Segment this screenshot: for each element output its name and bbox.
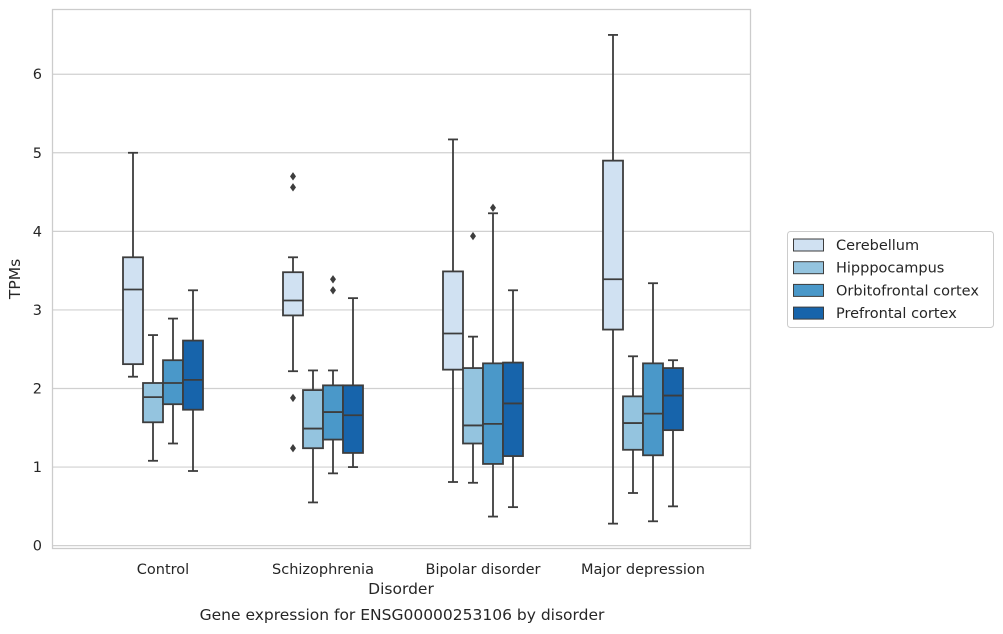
x-tick-label: Control [137, 562, 189, 578]
plot-marks [122, 34, 684, 525]
x-tick-label: Schizophrenia [272, 562, 374, 578]
x-axis-label: Disorder [368, 580, 434, 598]
y-tick-label: 3 [33, 303, 42, 319]
outlier-point [330, 286, 336, 295]
box [642, 362, 664, 457]
box [342, 384, 364, 454]
series-cerebellum [122, 34, 624, 525]
gridlines [52, 73, 750, 547]
series-orbitofrontal-cortex [162, 203, 664, 523]
y-axis-label: TPMs [6, 259, 24, 300]
outlier-point [290, 444, 296, 453]
y-tick-label: 4 [33, 224, 42, 240]
outlier-point [290, 183, 296, 192]
outlier-point [290, 393, 296, 403]
y-tick-label: 2 [33, 382, 42, 398]
x-tick-label: Bipolar disorder [426, 562, 541, 578]
legend-swatch [793, 261, 824, 275]
box [662, 367, 684, 432]
legend: Cerebellum Hipppocampus Orbitofrontal cort… [787, 231, 994, 328]
x-tick-label: Major depression [581, 562, 705, 578]
box [502, 361, 524, 457]
box [282, 271, 304, 317]
series-hipppocampus [142, 231, 644, 504]
legend-label: Cerebellum [836, 238, 919, 254]
box [122, 256, 144, 366]
legend-swatch [793, 306, 824, 320]
legend-swatch [793, 283, 824, 297]
legend-label: Hipppocampus [836, 261, 944, 277]
legend-label: Prefrontal cortex [836, 306, 957, 322]
box [442, 270, 464, 371]
series-prefrontal-cortex [182, 289, 684, 509]
box [462, 367, 484, 445]
legend-frame [787, 231, 994, 328]
box [482, 362, 504, 465]
y-tick-labels: 0 1 2 3 4 5 6 [33, 67, 42, 554]
legend-swatch [793, 238, 824, 252]
box [602, 159, 624, 331]
y-tick-label: 1 [33, 460, 42, 476]
y-tick-label: 6 [33, 67, 42, 83]
y-tick-label: 0 [33, 539, 42, 555]
outlier-point [330, 275, 336, 284]
legend-label: Orbitofrontal cortex [836, 283, 979, 299]
outlier-point [470, 231, 476, 241]
outlier-point [290, 172, 296, 181]
figure-caption: Gene expression for ENSG00000253106 by d… [199, 606, 605, 624]
x-tick-labels: Control Schizophrenia Bipolar disorder Majo… [137, 562, 705, 578]
y-tick-label: 5 [33, 146, 42, 162]
box [142, 382, 164, 424]
plot-frame [51, 8, 752, 550]
outlier-point [490, 203, 496, 212]
box [182, 339, 204, 411]
box [302, 389, 324, 450]
